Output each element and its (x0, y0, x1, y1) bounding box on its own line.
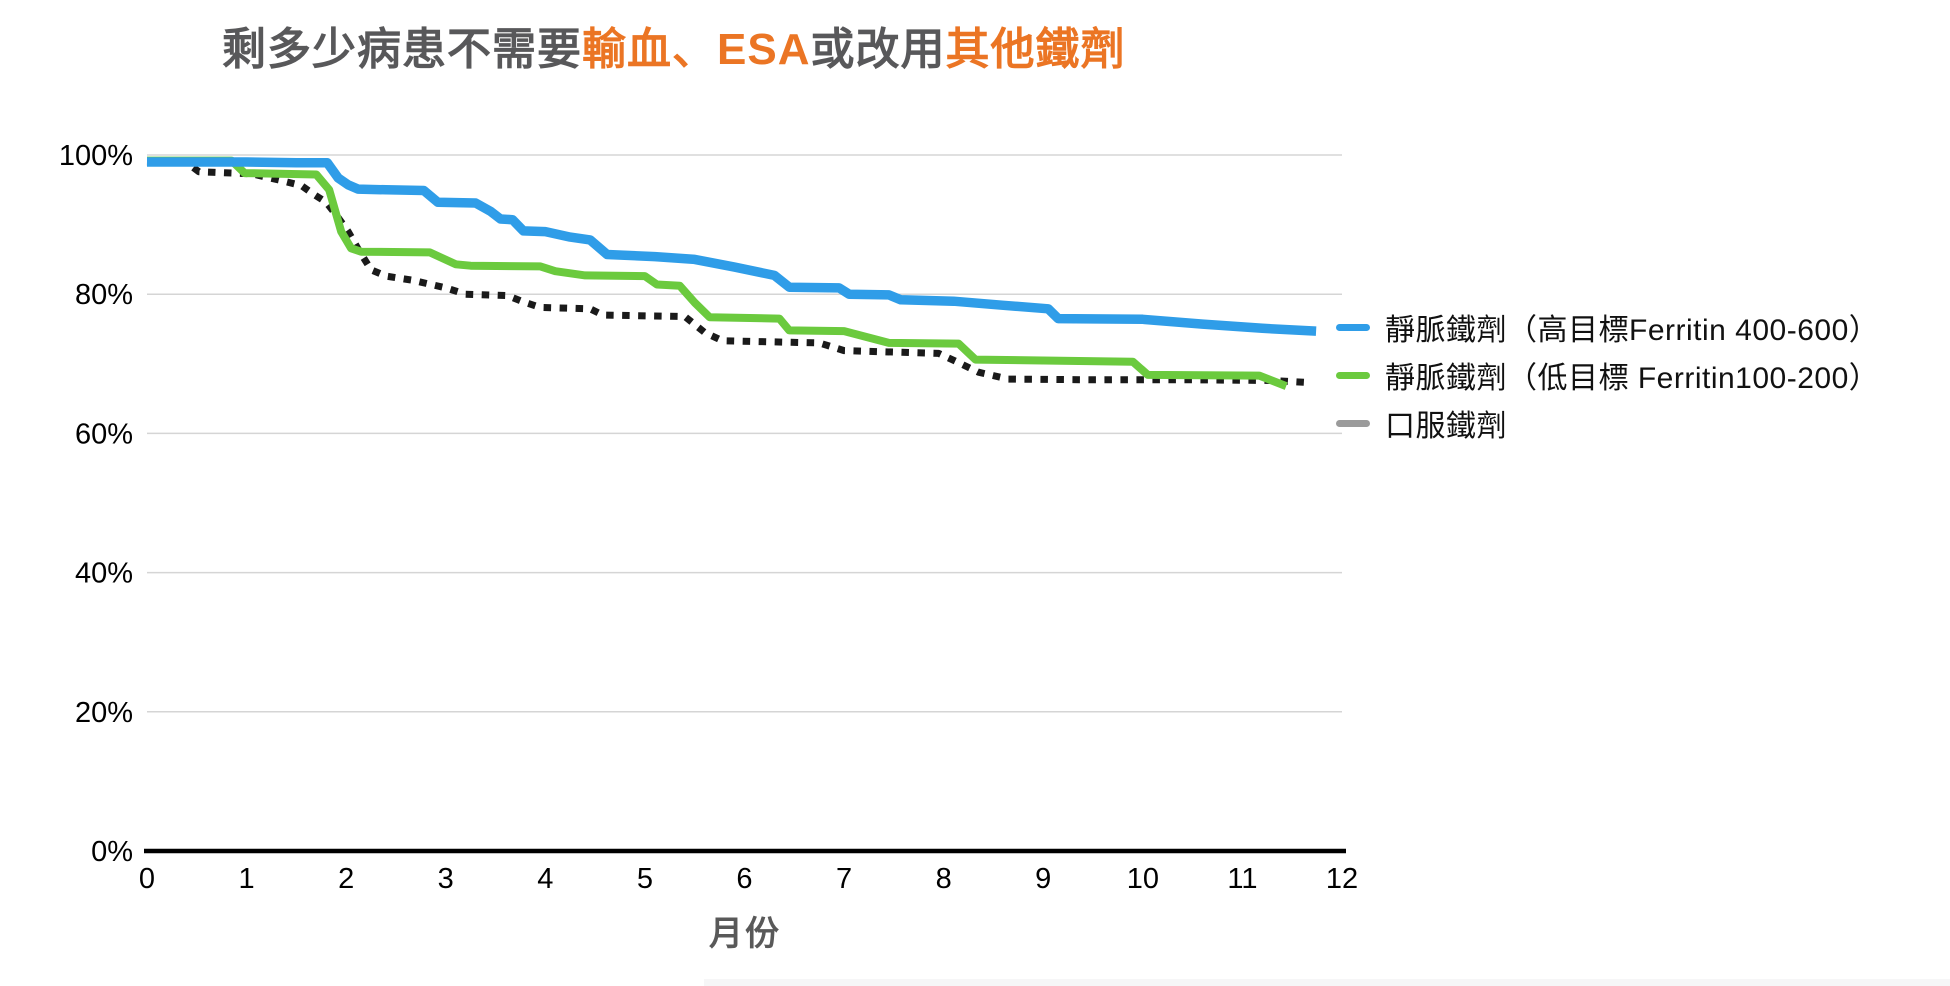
legend-item-iv-low: 靜脈鐵劑（低目標 Ferritin100-200） (1336, 351, 1879, 399)
legend-label-iv-high: 靜脈鐵劑（高目標Ferritin 400-600） (1385, 314, 1880, 347)
bottom-strip (704, 979, 1950, 986)
y-tick-label-80: 80% (75, 279, 133, 311)
x-tick-label-7: 7 (836, 863, 852, 895)
y-tick-label-100: 100% (59, 140, 133, 172)
x-tick-label-2: 2 (338, 863, 354, 895)
chart-legend: 靜脈鐵劑（高目標Ferritin 400-600） 靜脈鐵劑（低目標 Ferri… (1336, 303, 1879, 447)
x-tick-label-6: 6 (736, 863, 752, 895)
x-tick-label-0: 0 (139, 863, 155, 895)
x-tick-label-10: 10 (1127, 863, 1159, 895)
y-tick-label-20: 20% (75, 697, 133, 729)
title-segment-orange-1: 輸血、ESA (582, 25, 811, 74)
x-tick-label-11: 11 (1227, 863, 1257, 895)
x-axis-title: 月份 (709, 915, 781, 953)
x-tick-label-8: 8 (936, 863, 952, 895)
x-tick-label-9: 9 (1035, 863, 1051, 895)
x-tick-label-12: 12 (1326, 863, 1358, 895)
legend-swatch-oral (1336, 419, 1370, 427)
x-tick-label-5: 5 (637, 863, 653, 895)
legend-swatch-iv-high (1336, 323, 1370, 331)
legend-item-iv-high: 靜脈鐵劑（高目標Ferritin 400-600） (1336, 303, 1879, 351)
series-oral (146, 158, 1311, 387)
x-tick-label-3: 3 (438, 863, 454, 895)
legend-swatch-iv-low (1336, 371, 1370, 379)
title-segment-gray-1: 剩多少病患不需要 (222, 25, 582, 74)
y-tick-label-60: 60% (75, 418, 133, 450)
x-tick-label-4: 4 (537, 863, 553, 895)
series-iv-low (147, 156, 1288, 390)
legend-item-oral: 口服鐵劑 (1336, 399, 1879, 447)
title-segment-orange-2: 其他鐵劑 (945, 25, 1126, 74)
y-tick-label-40: 40% (75, 558, 133, 590)
y-tick-label-0: 0% (91, 836, 133, 868)
legend-label-oral: 口服鐵劑 (1385, 410, 1507, 443)
series-iv-high (147, 157, 1317, 336)
x-tick-label-1: 1 (239, 863, 255, 895)
title-segment-gray-2: 或改用 (810, 25, 946, 74)
legend-label-iv-low: 靜脈鐵劑（低目標 Ferritin100-200） (1385, 362, 1880, 395)
chart-title: 剩多少病患不需要輸血、ESA或改用其他鐵劑 (222, 24, 1125, 77)
